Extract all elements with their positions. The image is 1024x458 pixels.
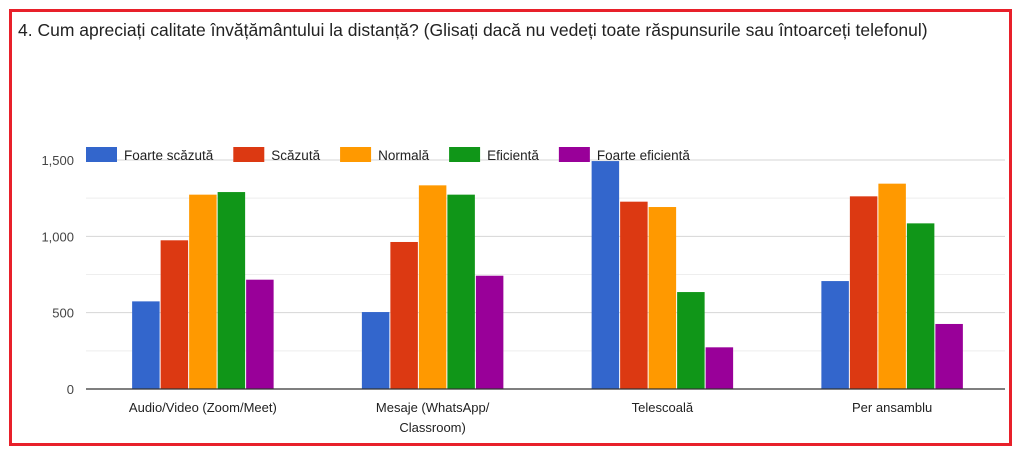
y-tick-label: 1,500	[41, 153, 74, 168]
y-tick-label: 500	[52, 306, 74, 321]
x-category-label: Mesaje (WhatsApp/	[376, 400, 490, 415]
bar-4-3	[935, 323, 963, 389]
x-category-label: Classroom)	[399, 420, 465, 435]
bar-3-3	[906, 223, 935, 389]
bar-4-1	[475, 275, 504, 389]
bar-1-3	[849, 196, 878, 389]
bar-2-2	[648, 207, 677, 389]
legend-swatch	[233, 147, 265, 162]
legend-swatch	[558, 147, 590, 162]
bar-1-0	[160, 240, 189, 389]
legend-swatch	[340, 147, 372, 162]
bar-0-1	[361, 312, 390, 389]
bar-2-1	[418, 185, 447, 389]
bar-0-3	[821, 281, 849, 389]
bar-2-3	[878, 183, 906, 389]
question-frame	[9, 9, 1012, 446]
legend-label: Foarte eficientă	[597, 148, 691, 163]
legend-swatch	[449, 147, 481, 162]
legend-label: Scăzută	[271, 148, 320, 163]
legend-swatch	[86, 147, 117, 162]
bar-4-0	[246, 279, 274, 389]
x-category-label: Telescoală	[632, 400, 694, 415]
bar-4-2	[705, 347, 734, 389]
bar-1-1	[390, 241, 418, 389]
y-tick-label: 0	[67, 382, 74, 397]
legend-label: Normală	[378, 148, 430, 163]
y-tick-label: 1,000	[41, 229, 74, 244]
x-category-label: Audio/Video (Zoom/Meet)	[129, 400, 277, 415]
bar-3-2	[677, 292, 705, 389]
question-title: 4. Cum apreciați calitate învățământului…	[18, 20, 928, 40]
bar-2-0	[189, 194, 217, 389]
bar-0-2	[591, 161, 620, 389]
legend-label: Foarte scăzută	[124, 148, 214, 163]
bar-0-0	[132, 301, 160, 389]
bar-3-1	[447, 194, 475, 389]
bar-3-0	[217, 192, 246, 389]
legend-label: Eficientă	[487, 148, 539, 163]
bar-1-2	[620, 201, 648, 389]
x-category-label: Per ansamblu	[852, 400, 932, 415]
